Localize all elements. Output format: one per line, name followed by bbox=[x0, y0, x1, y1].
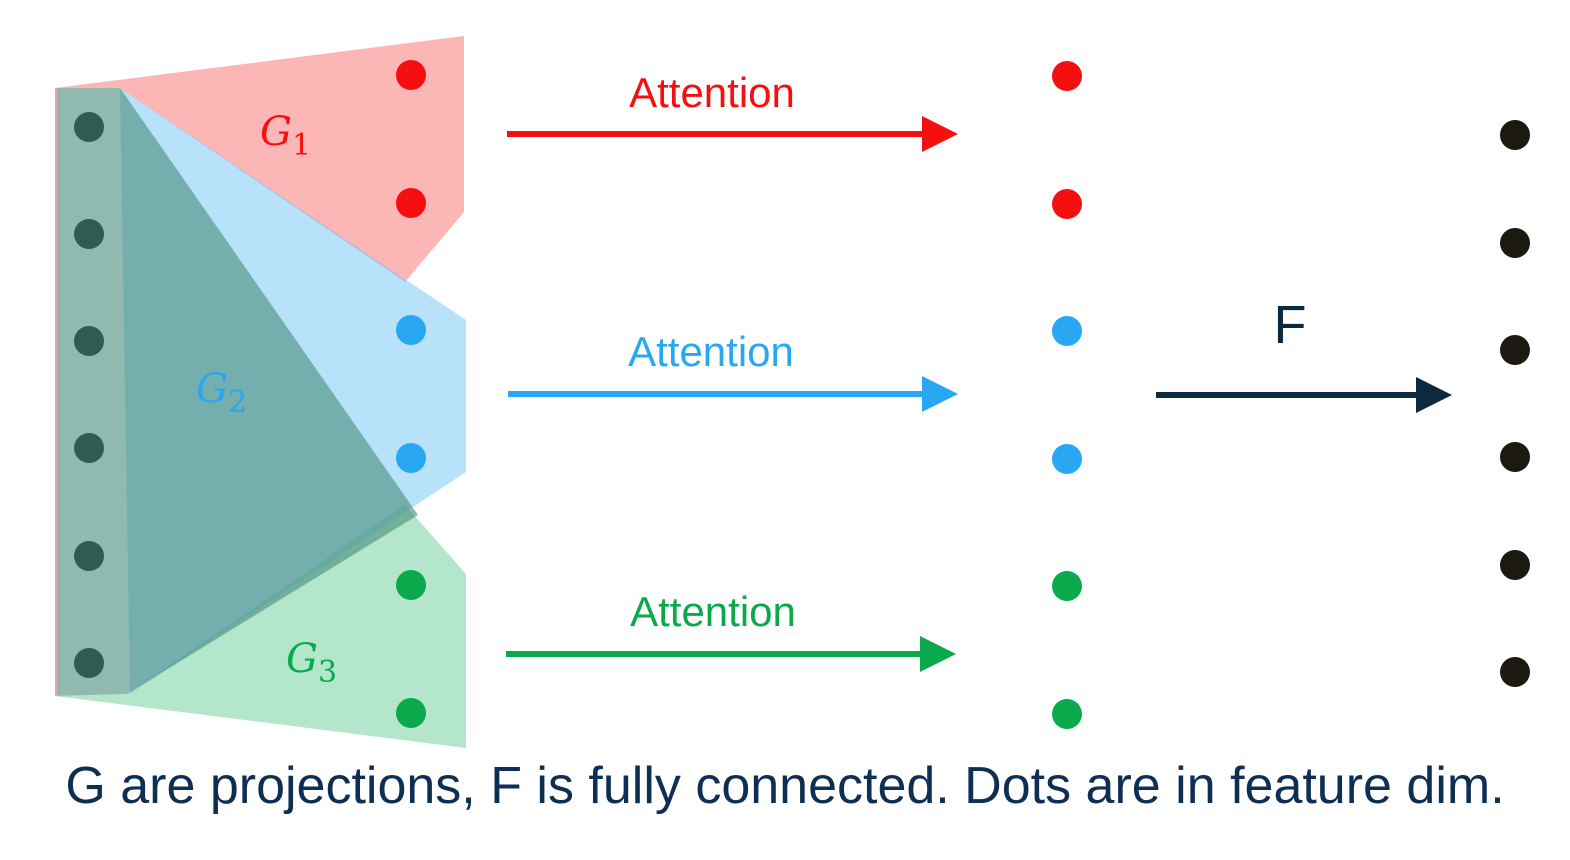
final-output-dot bbox=[1500, 657, 1530, 687]
input-dot bbox=[74, 541, 104, 571]
diagram-caption: G are projections, F is fully connected.… bbox=[65, 757, 1505, 815]
projection-g1-fan bbox=[55, 36, 464, 282]
attention-label-g1: Attention bbox=[629, 69, 795, 116]
projected-dot-g3 bbox=[396, 698, 426, 728]
final-output-dot bbox=[1500, 335, 1530, 365]
group-label-g2: G2 bbox=[196, 366, 247, 420]
attention-output-dot-g3 bbox=[1052, 699, 1082, 729]
projected-dot-g2 bbox=[396, 315, 426, 345]
projected-dots bbox=[396, 60, 426, 728]
projection-g3-fan bbox=[55, 505, 466, 748]
final-output-dot bbox=[1500, 442, 1530, 472]
final-output-dot bbox=[1500, 120, 1530, 150]
projected-dot-g2 bbox=[396, 443, 426, 473]
group-label-g1: G1 bbox=[260, 109, 311, 163]
input-dot bbox=[74, 433, 104, 463]
projected-dot-g1 bbox=[396, 60, 426, 90]
group-label-g3: G3 bbox=[286, 636, 337, 690]
attention-output-dot-g1 bbox=[1052, 61, 1082, 91]
final-output-dot bbox=[1500, 228, 1530, 258]
attention-output-dot-g2 bbox=[1052, 444, 1082, 474]
attention-label-g2: Attention bbox=[628, 328, 794, 375]
attention-output-dot-g3 bbox=[1052, 571, 1082, 601]
input-feature-block bbox=[55, 88, 418, 696]
projection-attention-diagram: G1 G2 G3 Attention Attention Attention F bbox=[55, 36, 1530, 748]
projected-dot-g3 bbox=[396, 570, 426, 600]
input-dot bbox=[74, 648, 104, 678]
projected-dot-g1 bbox=[396, 188, 426, 218]
fully-connected-label: F bbox=[1274, 295, 1307, 355]
input-dot bbox=[74, 219, 104, 249]
attention-output-dot-g1 bbox=[1052, 189, 1082, 219]
final-output-dots bbox=[1500, 120, 1530, 687]
input-dot bbox=[74, 112, 104, 142]
attention-output-dots bbox=[1052, 61, 1082, 729]
input-dot bbox=[74, 326, 104, 356]
input-dots bbox=[74, 112, 104, 678]
attention-label-g3: Attention bbox=[630, 588, 796, 635]
attention-output-dot-g2 bbox=[1052, 316, 1082, 346]
final-output-dot bbox=[1500, 550, 1530, 580]
